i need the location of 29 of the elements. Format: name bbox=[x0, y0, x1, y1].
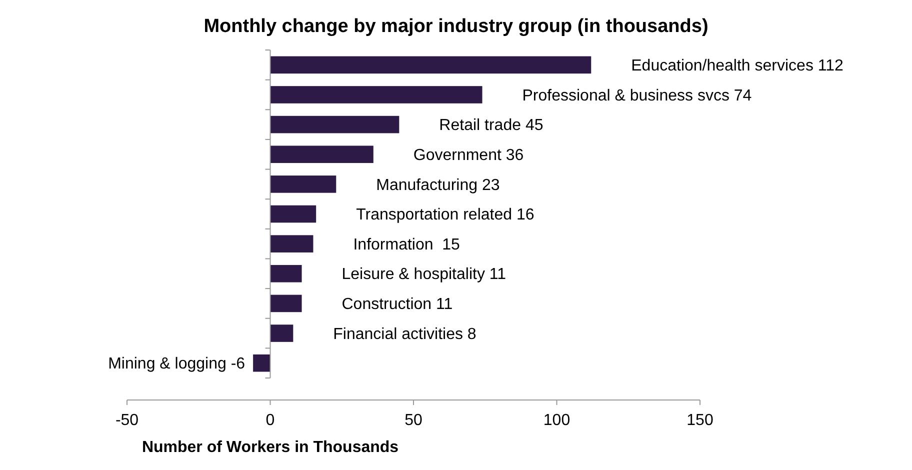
y-tick-label: Transportation related 16 bbox=[356, 206, 534, 224]
y-tick-label: Manufacturing 23 bbox=[376, 176, 500, 194]
y-tick-label: Government 36 bbox=[413, 146, 524, 164]
bar bbox=[270, 116, 400, 134]
y-tick-label: Professional & business svcs 74 bbox=[522, 87, 752, 104]
bar bbox=[270, 294, 302, 312]
x-tick-label: 100 bbox=[543, 412, 570, 429]
x-tick-label: 150 bbox=[686, 412, 714, 429]
x-tick-label: 0 bbox=[266, 412, 275, 429]
y-tick-label: Financial activities 8 bbox=[333, 326, 476, 343]
bar bbox=[270, 205, 316, 223]
bar bbox=[270, 146, 374, 164]
y-tick-label: Education/health services 112 bbox=[631, 58, 844, 75]
bar bbox=[253, 354, 270, 372]
y-tick-label: Information 15 bbox=[353, 236, 460, 254]
bar bbox=[270, 235, 314, 252]
bar bbox=[270, 324, 294, 342]
x-tick-label: 50 bbox=[404, 412, 422, 429]
y-tick-label: Retail trade 45 bbox=[439, 117, 544, 134]
bar bbox=[270, 86, 482, 104]
bar bbox=[270, 56, 592, 74]
y-tick-label: Construction 11 bbox=[342, 296, 453, 314]
x-axis-title: Number of Workers in Thousands bbox=[142, 439, 399, 456]
y-tick-label: Leisure & hospitality 11 bbox=[342, 266, 506, 284]
y-tick-label: Mining & logging -6 bbox=[108, 356, 246, 373]
x-tick-label: -50 bbox=[115, 412, 139, 429]
bar bbox=[270, 176, 336, 193]
chart-title: Monthly change by major industry group (in thousands) bbox=[204, 16, 708, 37]
bar bbox=[270, 264, 302, 282]
